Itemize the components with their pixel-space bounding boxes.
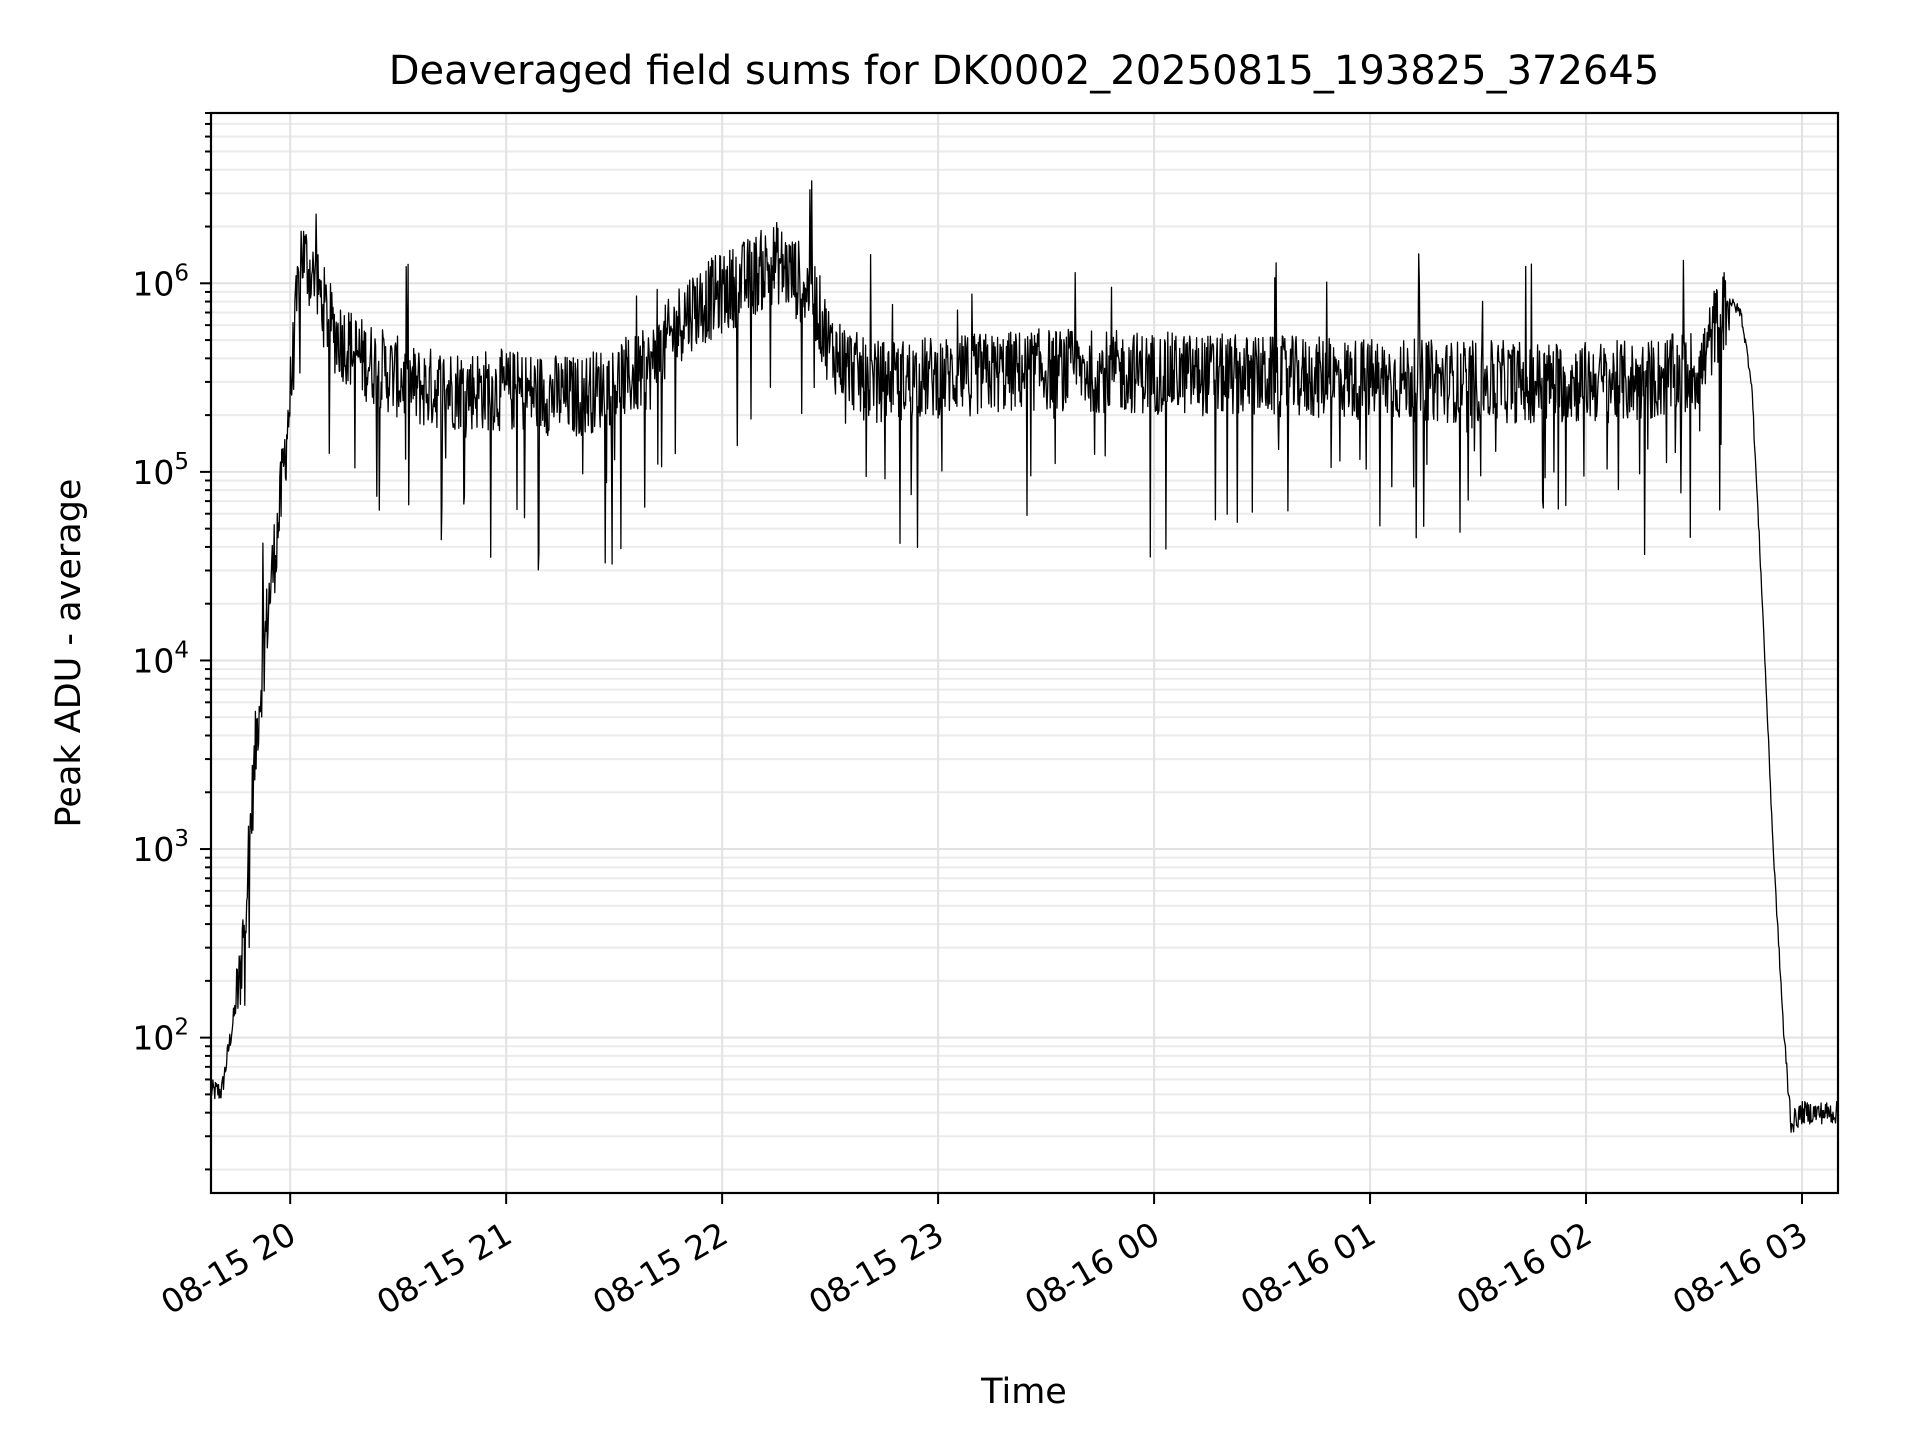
y-axis-label: Peak ADU - average [49,479,89,828]
plot-frame [209,111,1840,1195]
y-tick-base: 10 [132,453,174,492]
series-line [210,180,1839,1133]
y-tick-label: 105 [132,449,189,492]
y-tick-label: 104 [132,637,189,680]
y-tick-exponent: 2 [174,1015,189,1041]
y-tick-base: 10 [132,641,174,680]
ticks [200,112,1804,1204]
y-tick-label: 103 [132,826,189,869]
chart-title: Deaveraged field sums for DK0002_2025081… [389,48,1660,94]
y-tick-exponent: 3 [174,826,189,852]
y-tick-label: 102 [132,1015,189,1058]
y-tick-base: 10 [132,1019,174,1058]
y-tick-exponent: 6 [174,260,189,286]
y-tick-exponent: 4 [174,637,189,663]
y-tick-label: 106 [132,260,189,303]
y-tick-base: 10 [132,264,174,303]
grid [211,112,1838,1193]
y-tick-base: 10 [132,830,174,869]
series-layer [210,180,1839,1133]
x-axis-label: Time [980,1372,1067,1412]
y-tick-exponent: 5 [174,449,189,475]
